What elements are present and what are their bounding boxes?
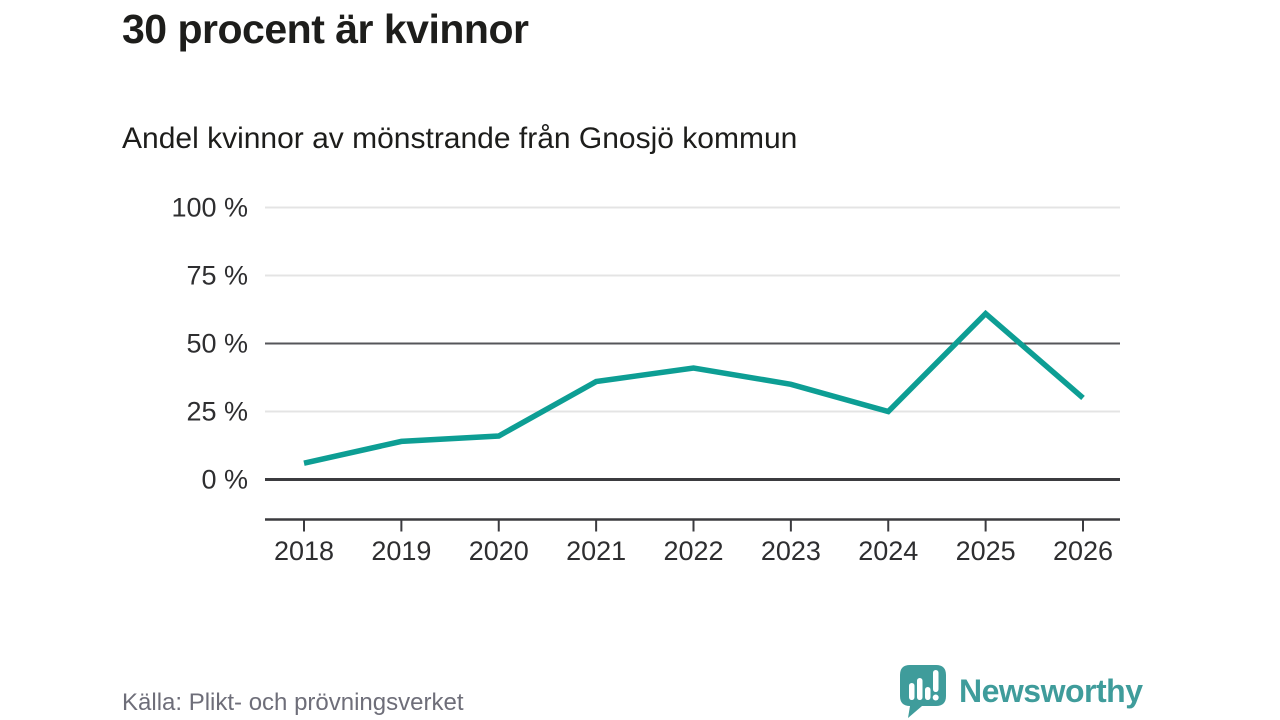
newsworthy-logo-icon xyxy=(900,665,946,718)
x-axis-tick-label: 2018 xyxy=(274,536,334,566)
data-line xyxy=(303,309,1085,466)
chart-title: 30 procent är kvinnor xyxy=(122,6,529,52)
x-axis-tick-label: 2025 xyxy=(956,536,1016,566)
y-axis-tick-label: 75 % xyxy=(186,261,248,291)
x-axis-tick-label: 2023 xyxy=(761,536,821,566)
x-axis-tick-label: 2021 xyxy=(566,536,626,566)
y-axis-tick-label: 100 % xyxy=(171,193,248,223)
y-axis-tick-label: 0 % xyxy=(201,465,248,495)
x-axis-tick-label: 2020 xyxy=(469,536,529,566)
x-axis-tick-label: 2022 xyxy=(663,536,723,566)
newsworthy-brand: Newsworthy xyxy=(898,663,1143,720)
line-chart: 0 % 25 % 50 % 75 % 100 % 2018 2019 2020 2021 2022… xyxy=(171,193,1120,566)
y-axis-tick-label: 50 % xyxy=(186,329,248,359)
y-axis-tick-label: 25 % xyxy=(186,397,248,427)
chart-subtitle: Andel kvinnor av mönstrande från Gnosjö … xyxy=(122,122,798,155)
x-axis-tick-label: 2019 xyxy=(371,536,431,566)
newsworthy-wordmark: Newsworthy xyxy=(959,673,1143,709)
source-note: Källa: Plikt- och prövningsverket xyxy=(122,689,464,716)
x-axis-tick-label: 2024 xyxy=(858,536,918,566)
x-axis-tick-label: 2026 xyxy=(1053,536,1113,566)
